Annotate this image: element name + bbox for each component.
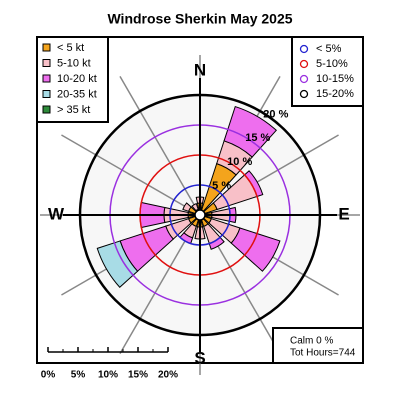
- legend-label: < 5 kt: [57, 42, 84, 54]
- legend-ring: [299, 74, 309, 84]
- legend-label: < 5%: [316, 43, 342, 55]
- legend-swatch: [42, 105, 51, 114]
- scale-label: 0%: [41, 370, 56, 381]
- legend-ring: [299, 89, 309, 99]
- wedge: [96, 240, 139, 288]
- legend-label: 10-15%: [316, 73, 354, 85]
- ring-label: 10 %: [227, 156, 252, 168]
- compass-label: S: [194, 348, 205, 367]
- spoke: [61, 134, 201, 216]
- compass-label: W: [48, 204, 65, 223]
- compass-label: N: [194, 60, 206, 79]
- scale-label: 20%: [158, 370, 178, 381]
- scale-label: 5%: [71, 370, 86, 381]
- legend-label: > 35 kt: [57, 104, 90, 116]
- compass-label: E: [338, 204, 349, 223]
- legend-ring: [299, 59, 309, 69]
- legend-label: 5-10%: [316, 58, 348, 70]
- note: Tot Hours=744: [290, 348, 356, 359]
- scale-label: 15%: [128, 370, 148, 381]
- wedge: [230, 227, 281, 272]
- spoke: [119, 76, 201, 216]
- wedge: [223, 105, 277, 158]
- scale-label: 10%: [98, 370, 118, 381]
- legend-label: 5-10 kt: [57, 57, 91, 69]
- note: Calm 0 %: [290, 336, 333, 347]
- ring-label: 20 %: [263, 108, 288, 120]
- calm-circle: [194, 209, 206, 221]
- ring-legend: [291, 36, 364, 107]
- legend-swatch: [42, 59, 51, 67]
- wedge: [191, 202, 199, 212]
- legend-swatch: [42, 74, 51, 83]
- legend-label: 20-35 kt: [57, 88, 97, 100]
- note-box: [272, 327, 364, 364]
- legend-swatch: [42, 90, 51, 98]
- legend-label: 15-20%: [316, 88, 354, 100]
- legend-ring: [299, 44, 309, 54]
- chart-title: Windrose Sherkin May 2025: [107, 11, 292, 27]
- ring-label: 15 %: [245, 132, 270, 144]
- ring-label: 5 %: [212, 180, 231, 192]
- wedge: [182, 202, 192, 212]
- legend-swatch: [42, 43, 51, 52]
- legend-label: 10-20 kt: [57, 73, 97, 85]
